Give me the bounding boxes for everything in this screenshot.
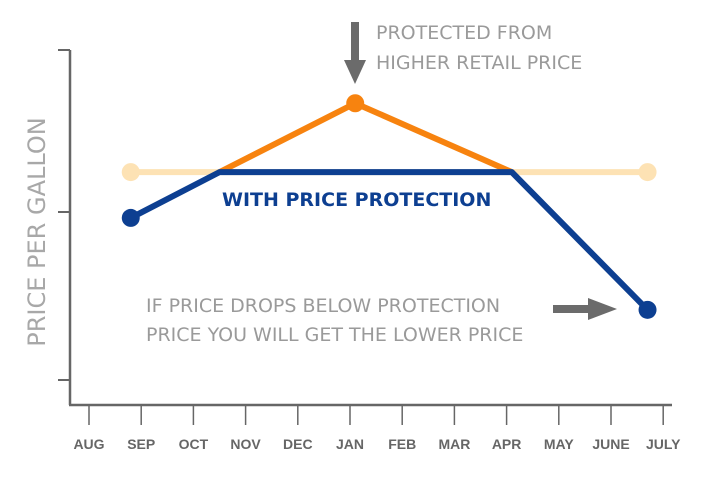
down-arrow-icon [344,60,366,84]
annotations: PROTECTED FROM HIGHER RETAIL PRICE IF PRIC… [146,22,617,346]
x-tick-label: APR [492,436,522,452]
point-protection [121,163,140,182]
line-retail [216,100,515,176]
x-tick-label: SEP [127,436,155,452]
annotation-top-line: HIGHER RETAIL PRICE [376,52,582,74]
x-tick-label: AUG [73,436,104,452]
annotation-top-line: PROTECTED FROM [376,22,552,44]
x-tick-label: MAR [438,436,470,452]
down-arrow-icon [351,22,359,67]
x-tick-label: JAN [336,436,364,452]
point-retail [346,94,365,113]
point-protection [638,163,657,182]
annotation-bottom-line: PRICE YOU WILL GET THE LOWER PRICE [146,324,523,346]
x-tick-label: JULY [646,436,681,452]
series-lines: WITH PRICE PROTECTION [121,94,657,319]
series-label-with-protection: WITH PRICE PROTECTION [222,189,491,211]
right-arrow-icon [553,305,593,313]
axes: AUG SEP OCT NOV DEC JAN FEB MAR APR MAY JUNE JULY PR… [23,49,681,452]
point-with-protection [638,300,657,319]
x-tick-label: MAY [544,436,574,452]
annotation-bottom-line: IF PRICE DROPS BELOW PROTECTION [146,295,500,317]
y-axis-label: PRICE PER GALLON [23,117,51,346]
x-tick-label: OCT [179,436,209,452]
point-with-protection [121,208,140,227]
x-tick-label: JUNE [592,436,629,452]
x-tick-label: DEC [283,436,313,452]
right-arrow-icon [588,298,617,320]
line-with-protection [127,169,651,313]
x-tick-label: NOV [230,436,261,452]
x-tick-label: FEB [388,436,416,452]
